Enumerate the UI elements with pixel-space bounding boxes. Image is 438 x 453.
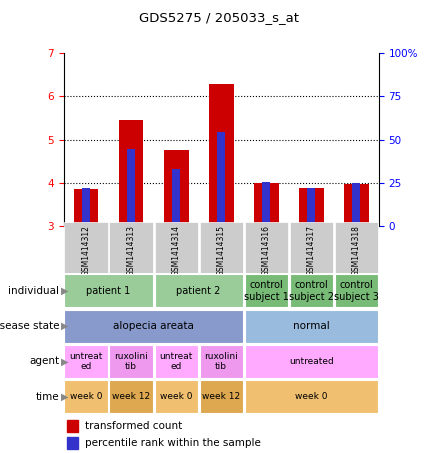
Bar [290, 222, 333, 273]
Text: GSM1414312: GSM1414312 [81, 225, 91, 276]
Bar [244, 309, 378, 343]
Bar [209, 84, 233, 226]
Bar [64, 345, 108, 378]
Text: GSM1414318: GSM1414318 [352, 225, 361, 276]
Bar [82, 188, 90, 226]
Text: GSM1414313: GSM1414313 [127, 225, 136, 276]
Bar [64, 309, 243, 343]
Text: untreat
ed: untreat ed [159, 352, 193, 371]
Text: GSM1414315: GSM1414315 [217, 225, 226, 276]
Text: disease state: disease state [0, 321, 59, 331]
Text: individual: individual [8, 286, 59, 296]
Bar [74, 189, 99, 226]
Bar [67, 437, 78, 449]
Bar [290, 274, 333, 308]
Bar [155, 222, 198, 273]
Bar [110, 222, 153, 273]
Text: week 12: week 12 [202, 392, 240, 401]
Bar [335, 222, 378, 273]
Text: percentile rank within the sample: percentile rank within the sample [85, 438, 261, 448]
Bar [254, 183, 279, 226]
Text: untreat
ed: untreat ed [69, 352, 103, 371]
Bar [244, 380, 378, 414]
Text: ▶: ▶ [61, 286, 69, 296]
Bar [344, 184, 369, 226]
Bar [64, 274, 153, 308]
Text: week 0: week 0 [160, 392, 192, 401]
Bar [110, 345, 153, 378]
Bar [155, 380, 198, 414]
Bar [200, 380, 243, 414]
Text: control
subject 3: control subject 3 [334, 280, 379, 302]
Text: GSM1414316: GSM1414316 [262, 225, 271, 276]
Text: control
subject 2: control subject 2 [289, 280, 334, 302]
Text: ▶: ▶ [61, 392, 69, 402]
Bar [262, 182, 270, 226]
Bar [244, 222, 288, 273]
Bar [244, 345, 378, 378]
Bar [64, 222, 108, 273]
Text: alopecia areata: alopecia areata [113, 321, 194, 331]
Text: normal: normal [293, 321, 330, 331]
Bar [200, 222, 243, 273]
Text: patient 2: patient 2 [177, 286, 221, 296]
Text: ▶: ▶ [61, 357, 69, 366]
Bar [307, 188, 315, 226]
Bar [127, 149, 135, 226]
Bar [299, 188, 324, 226]
Bar [172, 169, 180, 226]
Text: GDS5275 / 205033_s_at: GDS5275 / 205033_s_at [139, 11, 299, 24]
Bar [67, 420, 78, 432]
Text: week 0: week 0 [70, 392, 102, 401]
Text: agent: agent [29, 357, 59, 366]
Text: week 12: week 12 [112, 392, 150, 401]
Text: control
subject 1: control subject 1 [244, 280, 289, 302]
Text: ▶: ▶ [61, 321, 69, 331]
Text: ruxolini
tib: ruxolini tib [204, 352, 238, 371]
Bar [155, 274, 243, 308]
Bar [217, 132, 225, 226]
Bar [335, 274, 378, 308]
Text: untreated: untreated [289, 357, 334, 366]
Bar [352, 183, 360, 226]
Bar [155, 345, 198, 378]
Bar [110, 380, 153, 414]
Text: GSM1414314: GSM1414314 [172, 225, 180, 276]
Text: ruxolini
tib: ruxolini tib [114, 352, 148, 371]
Text: transformed count: transformed count [85, 421, 182, 431]
Bar [64, 380, 108, 414]
Bar [164, 150, 188, 226]
Text: patient 1: patient 1 [86, 286, 131, 296]
Text: time: time [35, 392, 59, 402]
Text: week 0: week 0 [295, 392, 328, 401]
Bar [119, 120, 144, 226]
Bar [200, 345, 243, 378]
Text: GSM1414317: GSM1414317 [307, 225, 316, 276]
Bar [244, 274, 288, 308]
